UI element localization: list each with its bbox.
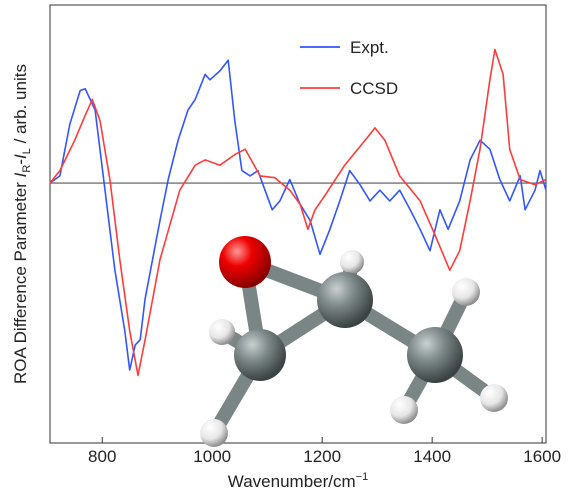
- y-label-part: R: [21, 165, 33, 173]
- x-tick-label: 1600: [523, 447, 561, 466]
- x-label-part: Wavenumber/cm: [228, 472, 356, 491]
- x-label-part: −1: [356, 471, 369, 483]
- y-axis-label: ROA Difference Parameter IR-IL / arb. un…: [11, 64, 33, 384]
- legend: Expt. CCSD: [300, 38, 398, 98]
- y-label-part: / arb. units: [11, 64, 30, 148]
- x-axis-label: Wavenumber/cm−1: [228, 471, 368, 491]
- legend-label: Expt.: [350, 38, 389, 57]
- legend-label: CCSD: [350, 79, 398, 98]
- x-tick-label: 1400: [413, 447, 451, 466]
- x-tick-label: 1000: [193, 447, 231, 466]
- y-label-part: ROA Difference Parameter: [11, 177, 30, 384]
- chart: ROA Difference Parameter IR-IL / arb. un…: [0, 0, 570, 494]
- x-tick-label: 1200: [303, 447, 341, 466]
- molecule: [200, 236, 508, 447]
- x-tick-label: 800: [88, 447, 116, 466]
- page: {"chart_data": {"type": "line", "x_label…: [0, 0, 570, 494]
